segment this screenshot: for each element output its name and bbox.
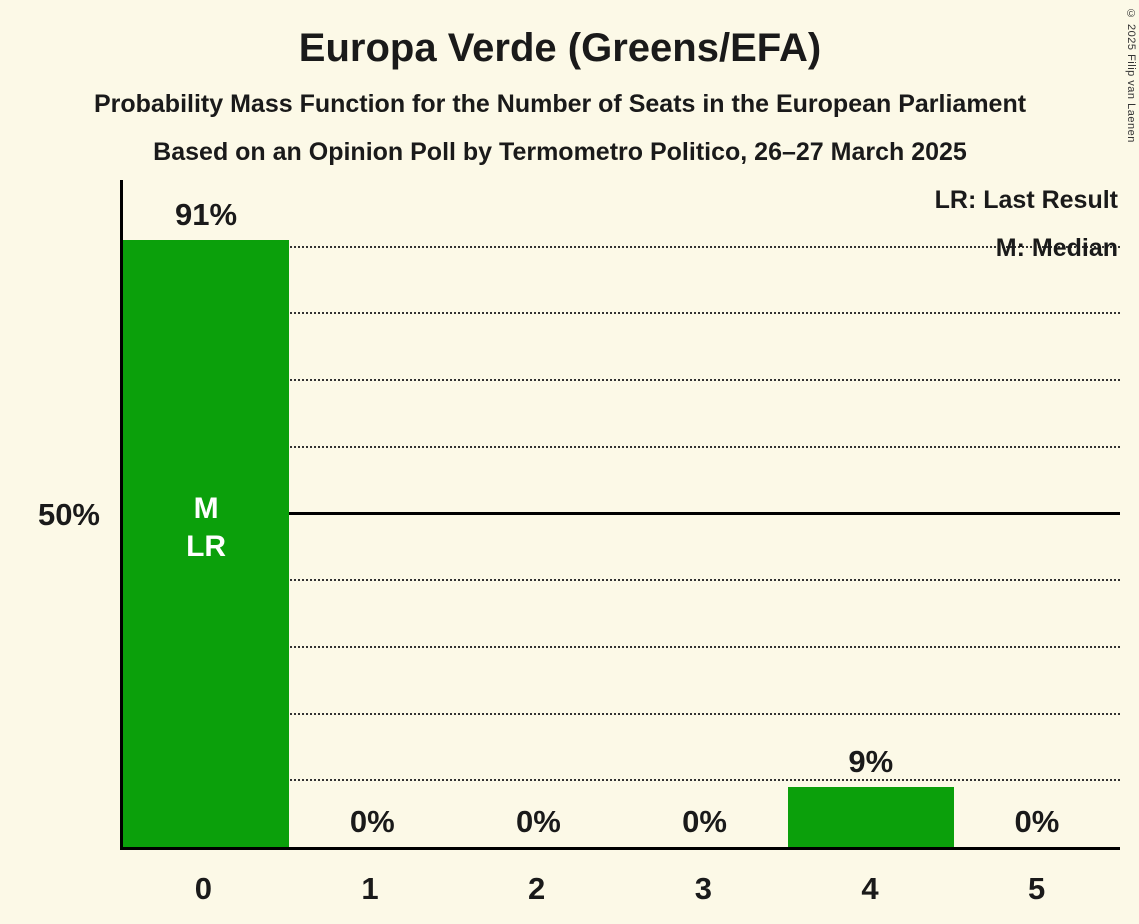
x-axis: 0 1 2 3 4 5 [120, 853, 1120, 917]
chart-title: Europa Verde (Greens/EFA) [298, 26, 822, 70]
bar-value-label-0: 91% [175, 197, 238, 233]
gridline-70pct [123, 379, 1120, 382]
x-tick-label-2: 2 [528, 871, 546, 906]
x-tick-label-4: 4 [861, 871, 879, 906]
chart-subtitle-1: Probability Mass Function for the Number… [93, 90, 1027, 118]
x-tick-label-1: 1 [361, 871, 379, 906]
bar-annotation-median-lastresult: M LR [186, 492, 227, 563]
legend-last-result: LR: Last Result [934, 186, 1118, 214]
bar-value-label-5: 0% [1014, 804, 1060, 839]
bar-value-label-4: 9% [848, 743, 894, 779]
gridline-20pct [123, 712, 1120, 715]
solid-line-50pct [123, 511, 1120, 515]
plot-area: 91% 0% 0% 0% 9% 0% M LR [120, 180, 1120, 850]
gridline-90pct [123, 245, 1120, 248]
chart-subtitle-2: Based on an Opinion Poll by Termometro P… [153, 138, 967, 166]
x-tick-label-0: 0 [194, 871, 212, 906]
bar-value-label-2: 0% [516, 804, 561, 839]
copyright-note: © 2025 Filip van Laenen [1125, 8, 1137, 143]
gridline-30pct [123, 645, 1120, 648]
gridline-10pct [123, 779, 1120, 782]
bar-value-label-1: 0% [349, 804, 395, 839]
gridline-80pct [123, 312, 1120, 315]
x-tick-label-5: 5 [1028, 871, 1046, 906]
y-axis-label-50: 50% [37, 497, 100, 532]
legend-median: M: Median [995, 234, 1118, 262]
gridline-60pct [123, 445, 1120, 448]
bar-seats-0 [123, 240, 290, 847]
gridline-40pct [123, 579, 1120, 582]
x-tick-label-3: 3 [694, 871, 712, 906]
bar-value-label-3: 0% [682, 804, 727, 839]
bar-seats-4 [787, 786, 954, 847]
